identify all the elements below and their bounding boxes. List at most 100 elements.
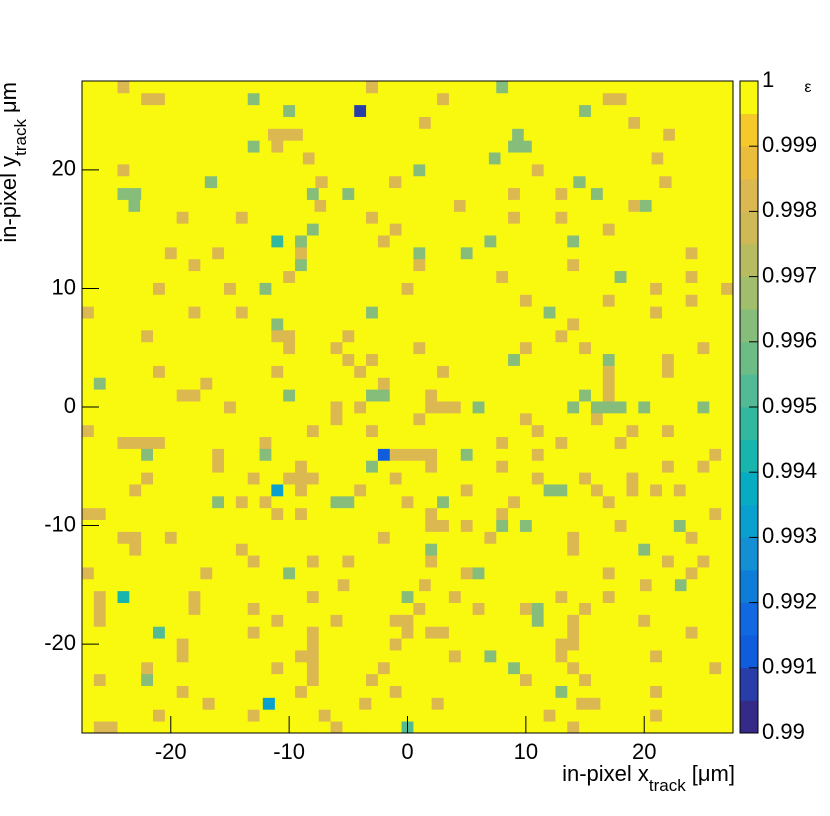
cell: [235, 495, 249, 509]
cell: [413, 377, 426, 390]
cell: [235, 460, 249, 473]
cell: [437, 163, 450, 177]
cell: [318, 187, 331, 200]
cell: [567, 412, 580, 426]
cell: [200, 163, 213, 177]
cell: [614, 519, 627, 532]
cell: [212, 543, 225, 556]
cell: [721, 211, 734, 224]
cell: [419, 128, 432, 141]
cell: [342, 650, 355, 663]
cell: [153, 318, 166, 331]
cell: [499, 175, 513, 189]
cell: [235, 626, 249, 639]
cell: [371, 697, 384, 710]
cell: [311, 697, 324, 710]
cell: [531, 555, 545, 568]
cell: [673, 436, 687, 449]
cell: [531, 460, 545, 473]
cell: [650, 377, 663, 390]
cell: [116, 578, 129, 592]
cell: [212, 650, 225, 663]
cell: [164, 104, 178, 117]
cell: [389, 685, 402, 698]
cell: [271, 187, 284, 200]
cell: [650, 389, 663, 402]
cell: [626, 507, 639, 521]
cell: [153, 235, 166, 248]
cell: [244, 116, 257, 129]
cell: [508, 401, 521, 414]
cell: [543, 685, 556, 698]
cell: [567, 721, 580, 734]
cell: [93, 626, 107, 639]
cell: [425, 282, 438, 295]
cell: [661, 602, 675, 615]
cell: [650, 329, 663, 343]
cell: [342, 673, 355, 686]
cell: [437, 650, 450, 663]
cell: [425, 235, 438, 248]
cell: [519, 531, 533, 544]
cell: [224, 104, 237, 117]
cell: [295, 140, 308, 153]
cell: [306, 377, 320, 390]
cell: [318, 721, 331, 734]
cell: [366, 685, 379, 698]
cell: [153, 555, 166, 568]
cell: [496, 211, 509, 224]
cell: [105, 282, 118, 295]
cell: [306, 590, 320, 603]
cell: [235, 567, 249, 580]
cell: [175, 578, 188, 592]
cell: [543, 638, 556, 651]
cell: [82, 412, 95, 426]
cell: [448, 187, 462, 200]
cell: [650, 543, 663, 556]
y-tick-label: 10: [52, 274, 76, 299]
cell: [697, 389, 710, 402]
cell: [685, 140, 698, 153]
cell: [519, 329, 533, 343]
cell: [640, 128, 653, 141]
cell: [721, 140, 734, 153]
cell: [638, 685, 651, 698]
cell: [82, 294, 95, 307]
cell: [395, 697, 408, 710]
cell: [626, 235, 639, 248]
cell: [279, 116, 292, 129]
cell: [531, 567, 545, 580]
cell: [477, 152, 490, 165]
cell: [491, 697, 505, 710]
cell: [638, 567, 651, 580]
cell: [413, 448, 426, 461]
cell: [425, 673, 438, 686]
cell: [721, 555, 734, 568]
cell: [602, 602, 616, 615]
cell: [579, 92, 592, 106]
cell: [323, 697, 336, 710]
cell: [271, 329, 284, 343]
cell: [389, 341, 402, 355]
cell: [302, 152, 315, 165]
cell: [419, 697, 433, 710]
cell: [673, 495, 687, 509]
cell: [425, 104, 438, 117]
cell: [425, 377, 438, 390]
cell: [602, 306, 616, 319]
cell: [330, 424, 343, 438]
cell: [413, 306, 426, 319]
cell: [318, 590, 331, 603]
cell: [330, 318, 343, 331]
cell: [93, 235, 107, 248]
cell: [496, 472, 509, 485]
cell: [709, 412, 722, 426]
cell: [721, 602, 734, 615]
cell: [141, 602, 154, 615]
cell: [472, 567, 485, 580]
cell: [496, 673, 509, 686]
cell: [318, 282, 331, 295]
cell: [721, 590, 734, 603]
cell: [342, 448, 355, 461]
cell: [638, 424, 651, 438]
